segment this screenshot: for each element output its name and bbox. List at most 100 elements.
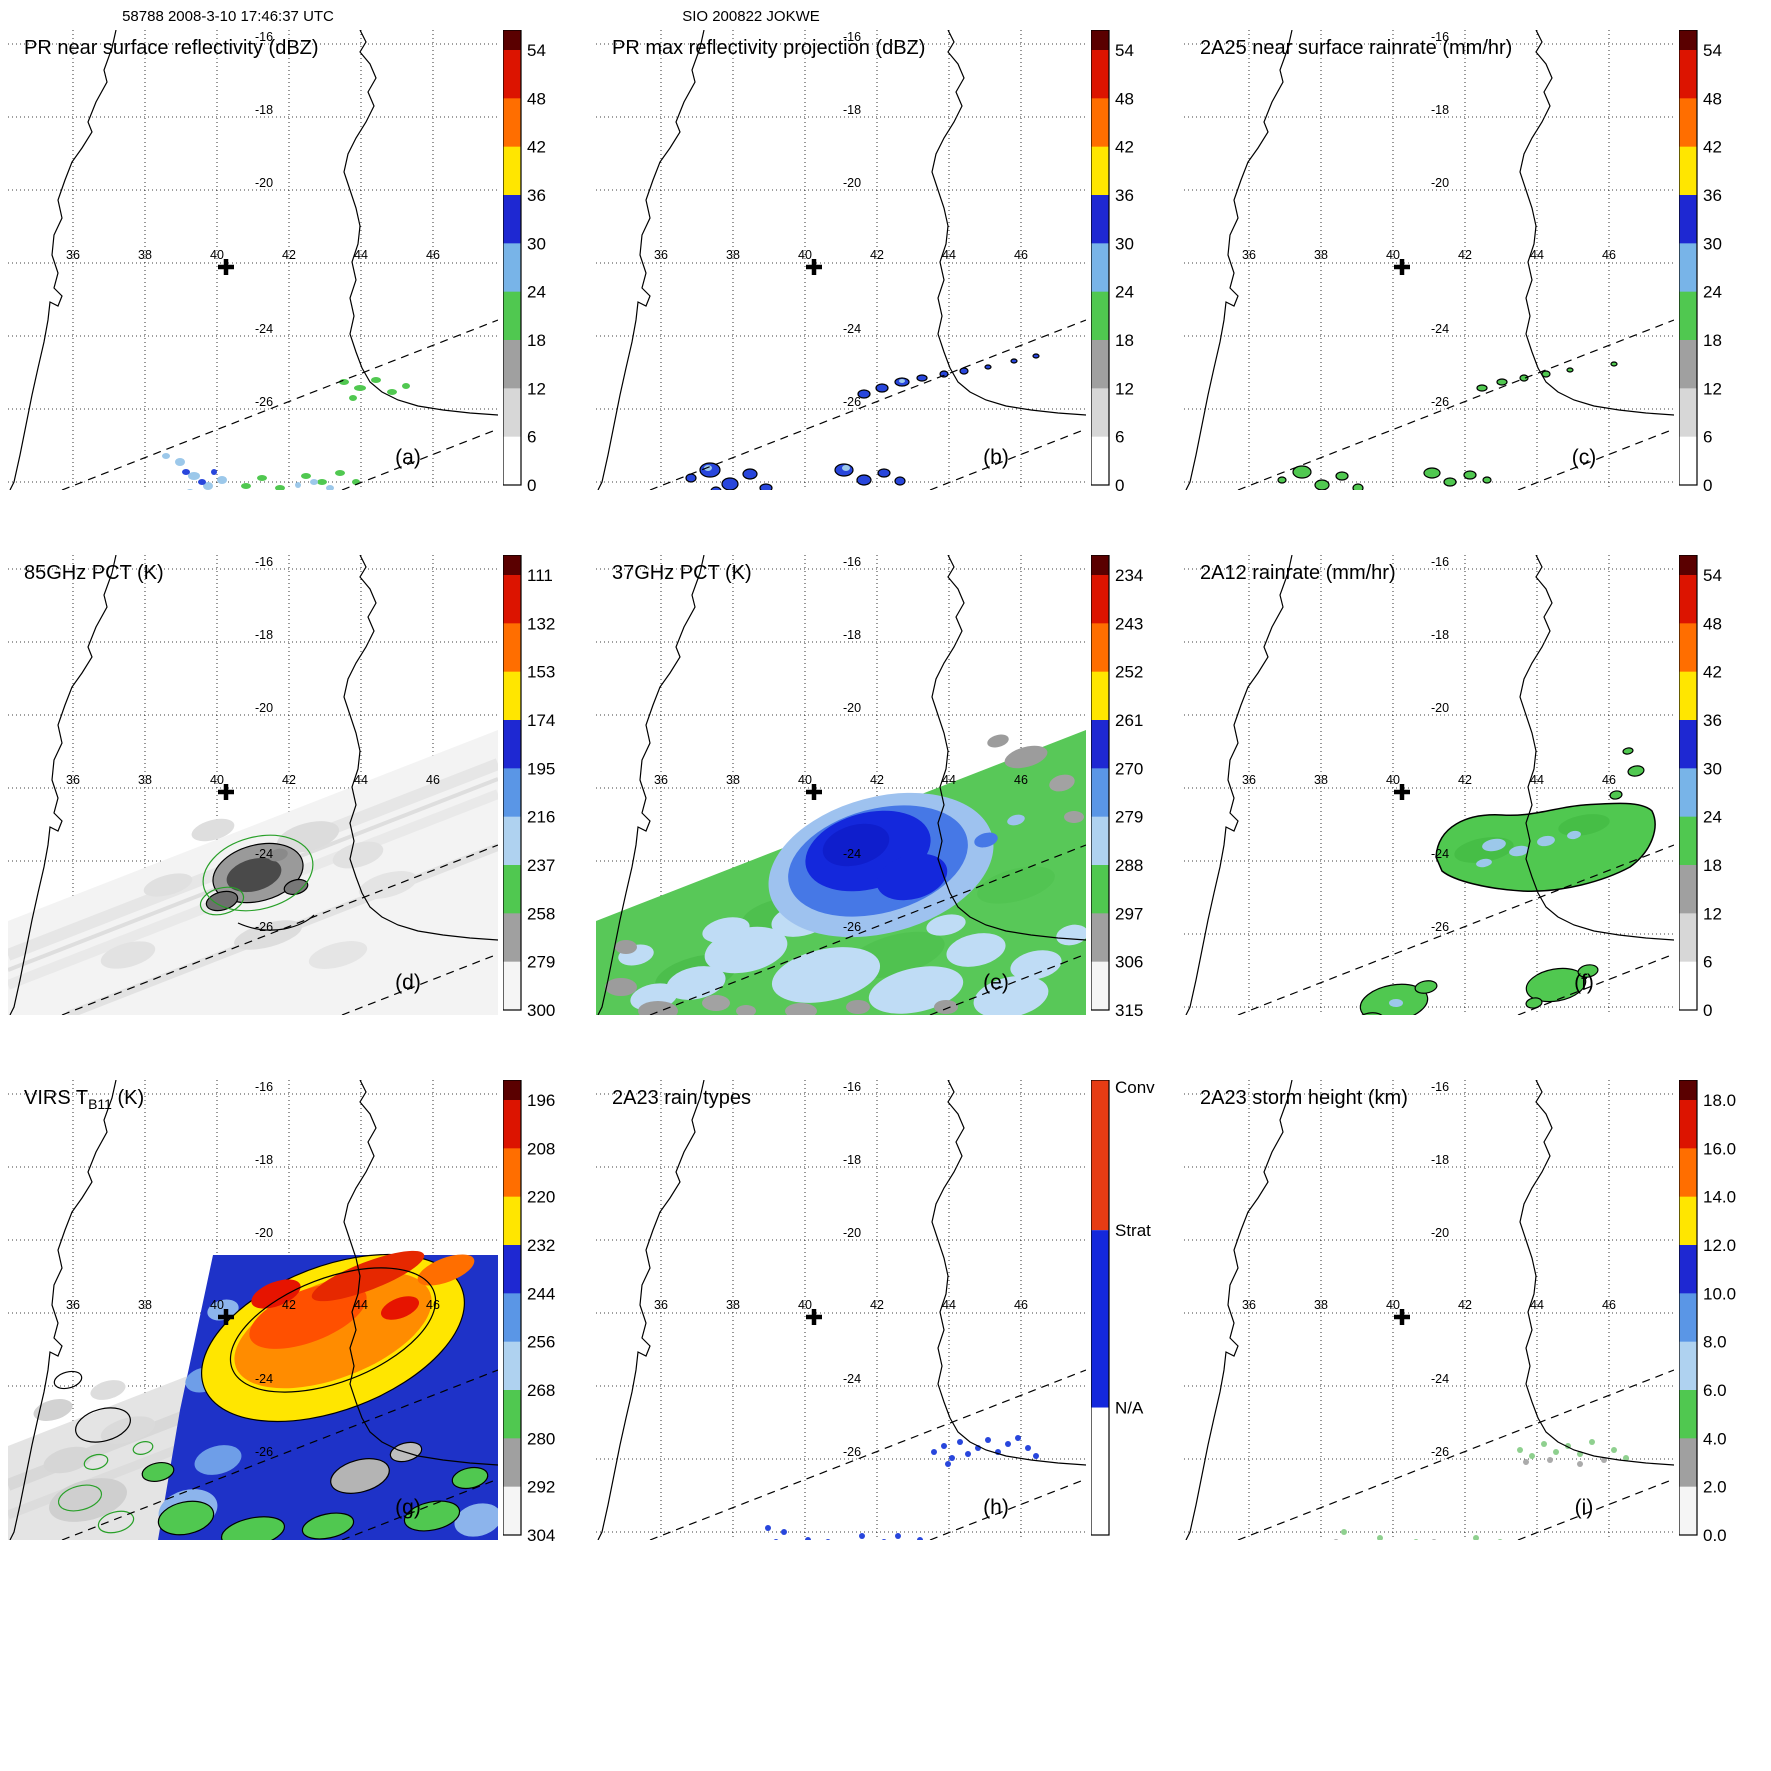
colorbar-segment xyxy=(1091,913,1109,963)
map-d: 36 38 40 42 44 46 -16 -18 -20 -24 -26 85GHz PCT (K)… xyxy=(8,555,498,1015)
colorbar-segment xyxy=(1679,768,1697,818)
colorbar-segment xyxy=(503,98,521,148)
lat-tick-label: -24 xyxy=(1431,322,1449,336)
colorbar-segment xyxy=(1091,623,1109,673)
lon-tick-label: 38 xyxy=(1314,248,1328,262)
lon-tick-label: 40 xyxy=(1386,248,1400,262)
colorbar-segment xyxy=(1679,388,1697,438)
storm-center-marker xyxy=(218,784,234,800)
data-overlay xyxy=(1333,1439,1629,1540)
storm-center-marker xyxy=(218,259,234,275)
colorbar-cap xyxy=(1679,30,1697,50)
lat-tick-label: -20 xyxy=(255,1226,273,1240)
panel-title: PR max reflectivity projection (dBZ) xyxy=(612,37,925,59)
panel-c: 36 38 40 42 44 46 -16 -18 -20 -24 -26 2A25 near sur… xyxy=(1184,30,1762,502)
lon-tick-label: 44 xyxy=(942,773,956,787)
lat-tick-label: -18 xyxy=(1431,628,1449,642)
lat-tick-label: -20 xyxy=(843,1226,861,1240)
colorbar-tick-label: 261 xyxy=(1115,711,1143,730)
colorbar-tick-label: 243 xyxy=(1115,614,1143,633)
colorbar-segment xyxy=(503,1293,521,1343)
colorbar-tick-label: 12 xyxy=(1115,379,1134,398)
lon-tick-label: 44 xyxy=(1530,1298,1544,1312)
colorbar-tick-label: 288 xyxy=(1115,856,1143,875)
colorbar-segment xyxy=(503,1148,521,1198)
data-overlay xyxy=(162,377,410,490)
colorbar-segment xyxy=(1679,913,1697,963)
colorbar-segment xyxy=(503,388,521,438)
coastline-madagascar xyxy=(343,1080,498,1466)
coastline-madagascar xyxy=(931,30,1086,416)
colorbar-segment xyxy=(1091,575,1109,624)
pr-swath-edge-north xyxy=(649,844,1086,1015)
colorbar-segment xyxy=(503,768,521,818)
lon-tick-label: 36 xyxy=(654,248,668,262)
colorbar-tick-label: 216 xyxy=(527,808,555,827)
panel-letter: (c) xyxy=(1572,446,1597,469)
panel-title: 2A23 rain types xyxy=(612,1087,751,1109)
colorbar-tick-label: 30 xyxy=(1115,234,1134,253)
colorbar-tick-label: 10.0 xyxy=(1703,1284,1736,1303)
colorbar-tick-label: 36 xyxy=(1703,711,1722,730)
lat-tick-label: -24 xyxy=(843,322,861,336)
lon-tick-label: 40 xyxy=(210,773,224,787)
colorbar-tick-label: 30 xyxy=(1703,234,1722,253)
colorbar-segment xyxy=(1091,720,1109,769)
panel-title: 85GHz PCT (K) xyxy=(24,562,164,584)
lon-tick-label: 38 xyxy=(138,1298,152,1312)
colorbar-tick-label: 220 xyxy=(527,1188,555,1207)
storm-center-marker xyxy=(806,259,822,275)
colorbar-segment xyxy=(503,865,521,914)
colorbar-g: 196 208 220 232 244 256 268 280 292 304 xyxy=(503,1080,555,1545)
lat-tick-label: -16 xyxy=(1431,1080,1449,1094)
storm-center-marker xyxy=(1394,1309,1410,1325)
colorbar-frame xyxy=(503,30,522,486)
lon-tick-label: 44 xyxy=(1530,248,1544,262)
colorbar-tick-label: 0 xyxy=(527,476,536,495)
coastline-madagascar xyxy=(1519,30,1674,416)
lon-tick-label: 46 xyxy=(1602,248,1616,262)
lat-tick-label: -18 xyxy=(1431,103,1449,117)
colorbar-tick-label: 208 xyxy=(527,1139,555,1158)
colorbar-segment xyxy=(503,50,521,99)
colorbar-segment xyxy=(1091,671,1109,721)
lat-tick-label: -16 xyxy=(255,1080,273,1094)
lon-tick-label: 46 xyxy=(426,773,440,787)
lon-tick-label: 38 xyxy=(138,248,152,262)
panel-a: 36 38 40 42 44 46 -16 -18 -20 -24 -26 PR near surfa… xyxy=(8,30,586,502)
colorbar-segment xyxy=(503,671,521,721)
colorbar-cap xyxy=(503,1080,521,1100)
colorbar-tick-label: 48 xyxy=(1703,89,1722,108)
colorbar-segment xyxy=(1679,1245,1697,1294)
colorbar-segment xyxy=(1091,291,1109,341)
lon-tick-label: 46 xyxy=(426,1298,440,1312)
coastline-africa xyxy=(1185,30,1293,490)
colorbar-segment xyxy=(1679,1293,1697,1343)
coastline-africa xyxy=(1185,555,1293,1015)
grid-lines xyxy=(596,1080,1086,1540)
colorbar-segment xyxy=(503,816,521,866)
lat-tick-label: -18 xyxy=(255,628,273,642)
colorbar-segment xyxy=(1679,1438,1697,1488)
coastline-africa xyxy=(597,1080,705,1540)
lat-tick-label: -18 xyxy=(1431,1153,1449,1167)
colorbar-segment xyxy=(503,1390,521,1439)
colorbar-segment xyxy=(1679,575,1697,624)
coastline-africa xyxy=(9,1080,117,1540)
coastline-africa xyxy=(9,30,117,490)
colorbar-segment xyxy=(1091,388,1109,438)
colorbar-segment xyxy=(1091,146,1109,196)
colorbar-frame xyxy=(1091,30,1110,486)
coastline-madagascar xyxy=(343,30,498,416)
colorbar-segment xyxy=(503,1245,521,1294)
panel-letter: (b) xyxy=(983,446,1009,469)
lat-tick-label: -16 xyxy=(1431,555,1449,569)
colorbar-tick-label: 111 xyxy=(527,566,553,585)
data-overlay xyxy=(765,1435,1039,1540)
lat-tick-label: -24 xyxy=(255,847,273,861)
colorbar-segment xyxy=(503,575,521,624)
axis-labels: 36 38 40 42 44 46 -16 -18 -20 -24 -26 xyxy=(654,555,1028,934)
colorbar-segment xyxy=(1679,291,1697,341)
grid-lines xyxy=(1184,30,1674,490)
panel-d: 36 38 40 42 44 46 -16 -18 -20 -24 -26 85GHz PCT (K)… xyxy=(8,555,586,1027)
